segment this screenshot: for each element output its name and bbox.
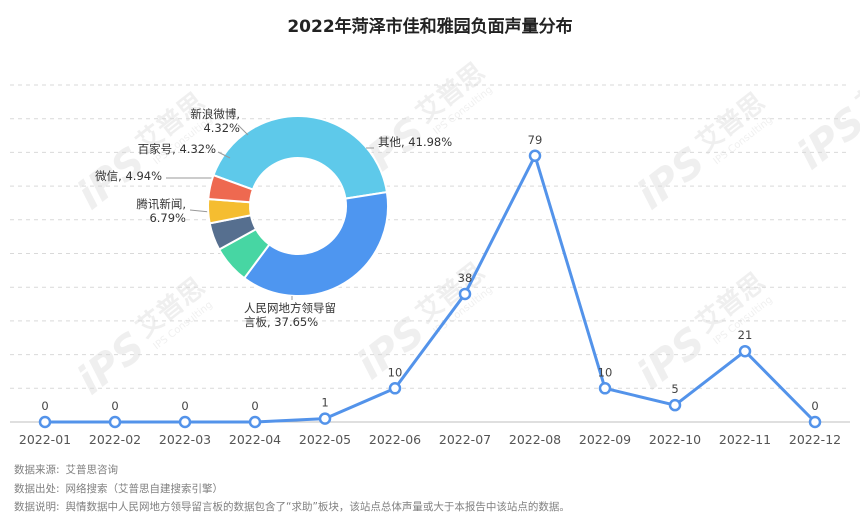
data-point [668, 398, 682, 412]
x-axis: 2022-01 2022-02 2022-03 2022-04 2022-05 2022-… [10, 421, 850, 447]
slice-label: 微信, 4.94% [95, 169, 162, 183]
footnote-source-label: 数据来源: [14, 464, 60, 476]
data-point [458, 287, 472, 301]
donut-slice [207, 173, 255, 204]
x-tick-label: 2022-12 [789, 432, 841, 447]
footnote-origin-label: 数据出处: [14, 483, 60, 495]
footnote-origin: 数据出处: 网络搜索（艾普思自建搜索引擎） [14, 481, 223, 496]
data-label: 0 [181, 399, 188, 413]
data-point [38, 415, 52, 429]
donut-chart: 其他, 41.98% 人民网地方领导留言板, 37.65% 腾讯新闻, 6.79% 微信… [95, 107, 452, 329]
series-line [45, 154, 817, 424]
x-tick-label: 2022-01 [19, 432, 71, 447]
x-tick-label: 2022-02 [89, 432, 141, 447]
x-tick-label: 2022-06 [369, 432, 421, 447]
data-label: 0 [251, 399, 258, 413]
watermark-logo: iPS [629, 138, 714, 218]
slice-label: 百家号, 4.32% [138, 142, 216, 156]
data-label: 79 [528, 133, 543, 147]
data-label: 1 [321, 396, 328, 410]
data-point [388, 382, 402, 395]
footnote-source: 数据来源: 艾普思咨询 [14, 462, 118, 477]
data-label: 5 [671, 382, 678, 396]
x-tick-label: 2022-03 [159, 432, 211, 447]
x-tick-label: 2022-08 [509, 432, 561, 447]
data-point [318, 412, 332, 425]
line-series: 0 0 0 0 1 10 38 79 10 5 21 0 [38, 133, 822, 429]
data-label: 0 [111, 399, 118, 413]
slice-label: 其他, 41.98% [378, 135, 452, 149]
data-point [248, 415, 262, 429]
x-tick-label: 2022-07 [439, 432, 491, 447]
slice-label: 人民网地方领导留言板, 37.65% [244, 301, 336, 329]
chart-title: 2022年菏泽市佳和雅园负面声量分布 [287, 17, 573, 37]
grid-lines [10, 84, 850, 389]
footnote-note-text: 舆情数据中人民网地方领导留言板的数据包含了“求助”板块，该站点总体声量或大于本报… [65, 501, 570, 513]
slice-leader-line [217, 151, 231, 159]
donut-slice [242, 190, 389, 297]
slice-leader-line [189, 209, 211, 213]
data-label: 10 [388, 365, 403, 379]
x-tick-label: 2022-05 [299, 432, 351, 447]
donut-slice [212, 115, 389, 200]
slice-leader-line [237, 124, 249, 136]
slice-label: 新浪微博, 4.32% [190, 107, 240, 135]
data-point [178, 415, 192, 429]
data-point [598, 382, 612, 395]
slice-label: 腾讯新闻, 6.79% [136, 197, 186, 225]
x-tick-label: 2022-10 [649, 432, 701, 447]
footnote-note: 数据说明: 舆情数据中人民网地方领导留言板的数据包含了“求助”板块，该站点总体声量… [14, 499, 570, 514]
watermark-logo: iPS [789, 98, 860, 178]
data-point [738, 344, 752, 358]
data-label: 38 [458, 271, 473, 285]
data-label: 0 [41, 399, 48, 413]
data-point [528, 149, 542, 163]
data-point [808, 415, 822, 429]
footnote-source-text: 艾普思咨询 [65, 464, 119, 476]
data-label: 21 [738, 328, 753, 342]
watermark-logo: iPS [69, 323, 154, 403]
x-tick-label: 2022-09 [579, 432, 631, 447]
x-tick-label: 2022-04 [229, 432, 281, 447]
footnote-note-label: 数据说明: [14, 501, 60, 513]
x-tick-label: 2022-11 [719, 432, 771, 447]
data-point [108, 415, 122, 429]
footnote-origin-text: 网络搜索（艾普思自建搜索引擎） [65, 483, 224, 495]
data-label: 0 [811, 399, 818, 413]
data-label: 10 [598, 365, 613, 379]
